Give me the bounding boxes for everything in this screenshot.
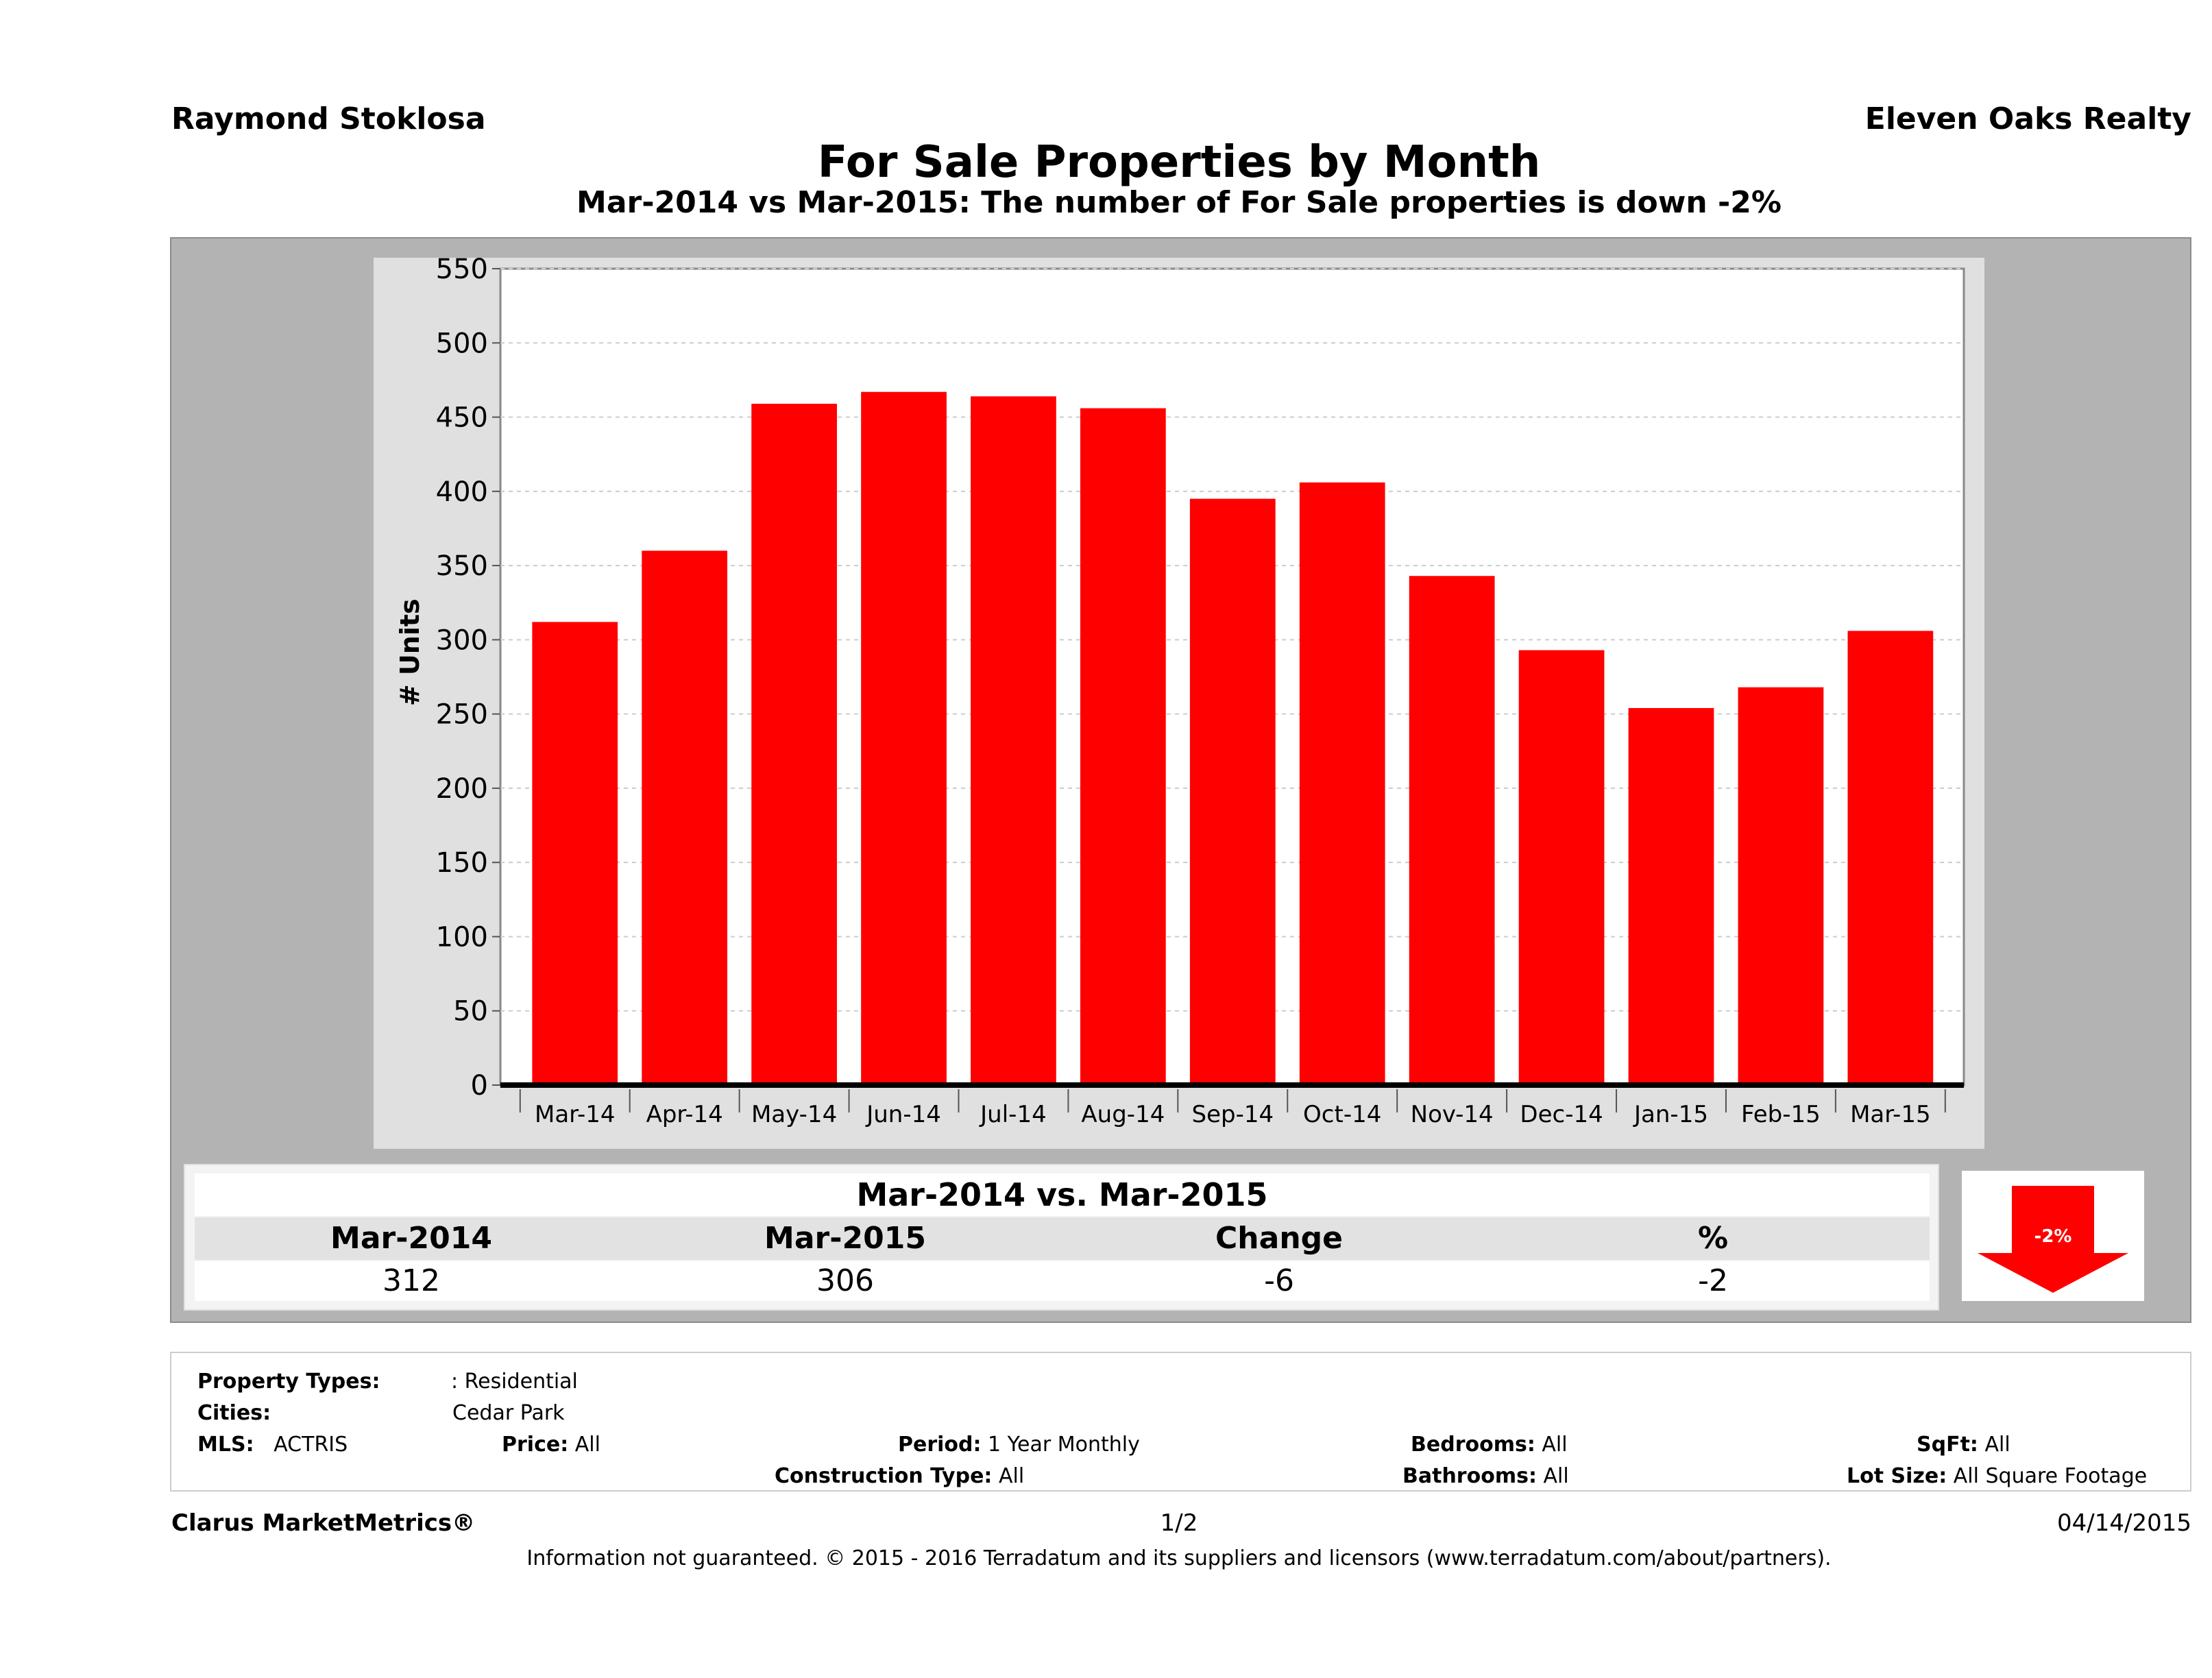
x-tick-label: Oct-14	[1303, 1101, 1381, 1128]
report-title: For Sale Properties by Month	[817, 137, 1541, 188]
bar	[1409, 576, 1495, 1085]
bar	[1080, 408, 1166, 1085]
y-tick-label: 150	[436, 847, 488, 879]
x-tick-label: Nov-14	[1411, 1101, 1494, 1128]
summary-value-row: 312 306 -6 -2	[195, 1261, 1930, 1301]
y-tick-label: 50	[453, 996, 488, 1028]
bedrooms-criteria: Bedrooms: All	[1411, 1433, 1568, 1457]
summary-header-change: Change	[1215, 1221, 1343, 1256]
y-axis-label: # Units	[395, 598, 425, 706]
page-number: 1/2	[1160, 1509, 1198, 1537]
x-tick-label: Mar-15	[1850, 1101, 1931, 1128]
criteria-panel: Property Types: : Residential Cities: Ce…	[170, 1352, 2191, 1492]
x-tick-label: Apr-14	[646, 1101, 723, 1128]
bar	[1628, 707, 1714, 1085]
bathrooms-criteria: Bathrooms: All	[1402, 1464, 1569, 1488]
bar	[1518, 650, 1605, 1085]
sqft-criteria: SqFt: All	[1917, 1433, 2010, 1457]
down-arrow-icon	[1978, 1186, 2128, 1293]
company-name: Eleven Oaks Realty	[1864, 101, 2191, 136]
y-tick-label: 450	[436, 402, 488, 434]
summary-title: Mar-2014 vs. Mar-2015	[195, 1174, 1930, 1216]
y-tick-label: 500	[436, 328, 488, 359]
y-tick-label: 400	[436, 476, 488, 508]
property-types-label: Property Types:	[197, 1370, 380, 1394]
lot-size-criteria: Lot Size: All Square Footage	[1847, 1464, 2148, 1488]
bar	[642, 550, 728, 1085]
x-tick-label: Aug-14	[1081, 1101, 1165, 1128]
x-tick-label: Mar-14	[535, 1101, 616, 1128]
cities-value: Cedar Park	[452, 1401, 565, 1425]
x-tick-label: May-14	[751, 1101, 837, 1128]
y-tick-label: 550	[436, 258, 488, 285]
x-tick-label: Jun-14	[865, 1101, 941, 1128]
disclaimer: Information not guaranteed. © 2015 - 201…	[526, 1546, 1832, 1570]
bar	[532, 622, 618, 1085]
report-date: 04/14/2015	[2057, 1509, 2191, 1537]
y-tick-label: 0	[471, 1070, 488, 1102]
agent-name: Raymond Stoklosa	[171, 101, 486, 136]
bar	[861, 391, 947, 1085]
x-tick-label: Sep-14	[1191, 1101, 1274, 1128]
summary-value-mar-2014: 312	[382, 1263, 440, 1298]
x-tick-label: Dec-14	[1520, 1101, 1603, 1128]
bar	[971, 396, 1056, 1085]
summary-header-percent: %	[1697, 1221, 1729, 1256]
summary-table: Mar-2014 vs. Mar-2015 Mar-2014 Mar-2015 …	[184, 1164, 1939, 1311]
summary-header-mar-2014: Mar-2014	[330, 1221, 492, 1256]
x-tick-label: Jan-15	[1633, 1101, 1708, 1128]
summary-header-mar-2015: Mar-2015	[764, 1221, 926, 1256]
summary-value-mar-2015: 306	[816, 1263, 874, 1298]
x-tick-label: Jul-14	[979, 1101, 1047, 1128]
bar	[1847, 631, 1934, 1085]
cities-label: Cities:	[197, 1401, 271, 1425]
price-criteria: Price: All	[502, 1433, 600, 1457]
summary-value-change: -6	[1264, 1263, 1294, 1298]
bar	[1299, 482, 1385, 1085]
y-tick-label: 300	[436, 624, 488, 656]
y-tick-label: 100	[436, 921, 488, 953]
report-subtitle: Mar-2014 vs Mar-2015: The number of For …	[576, 185, 1782, 220]
bar-chart: 0 50 100 150 200 250 300 350 400 450 500 550 Mar-14 A…	[395, 258, 1965, 1128]
bar	[1738, 687, 1824, 1085]
change-badge-label: -2%	[2034, 1226, 2072, 1247]
footer-brand: Clarus MarketMetrics®	[171, 1509, 476, 1537]
y-tick-label: 200	[436, 773, 488, 805]
bar	[751, 404, 837, 1085]
summary-header-row: Mar-2014 Mar-2015 Change %	[195, 1217, 1930, 1260]
property-types-value: : Residential	[451, 1370, 578, 1394]
mls-criteria: MLS: ACTRIS	[197, 1433, 348, 1457]
construction-criteria: Construction Type: All	[775, 1464, 1025, 1488]
bar	[1189, 498, 1276, 1085]
y-tick-label: 350	[436, 550, 488, 582]
summary-value-percent: -2	[1698, 1263, 1728, 1298]
period-criteria: Period: 1 Year Monthly	[898, 1433, 1140, 1457]
x-tick-label: Feb-15	[1741, 1101, 1821, 1128]
chart-area: 0 50 100 150 200 250 300 350 400 450 500 550 Mar-14 A…	[374, 258, 1984, 1149]
y-tick-label: 250	[436, 699, 488, 731]
change-badge: -2%	[1962, 1171, 2144, 1301]
